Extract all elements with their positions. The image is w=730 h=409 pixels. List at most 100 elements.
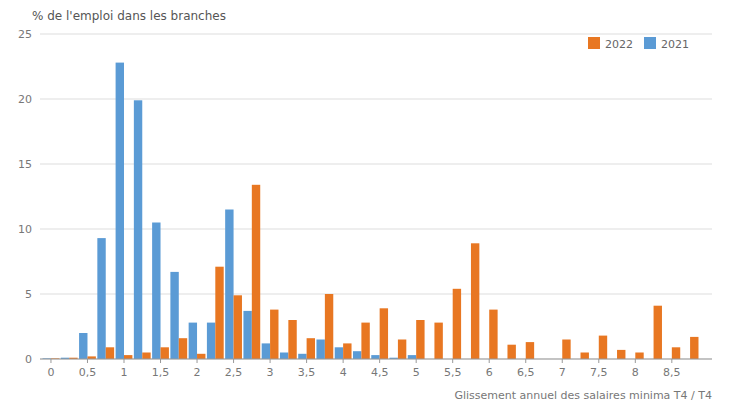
x-tick (416, 359, 417, 363)
series (51, 185, 699, 359)
y-axis-label: % de l'emploi dans les branches (32, 9, 226, 23)
bar (288, 320, 296, 359)
bar (262, 343, 270, 359)
x-tick (87, 359, 88, 363)
x-tick (562, 359, 563, 363)
bar (298, 354, 306, 359)
x-tick (270, 359, 271, 363)
bar (453, 289, 461, 359)
x-tick (50, 359, 51, 363)
bar (353, 351, 361, 359)
x-tick (160, 359, 161, 363)
x-tick (489, 359, 490, 363)
bar (161, 347, 169, 359)
bar (617, 350, 625, 359)
x-tick-label: 4,5 (371, 366, 389, 379)
grid-line (40, 359, 712, 360)
bar (335, 347, 343, 359)
legend-label: 2022 (605, 38, 633, 51)
x-tick (671, 359, 672, 363)
bar (225, 210, 233, 360)
x-tick (343, 359, 344, 363)
x-axis-line (40, 359, 712, 360)
bar (316, 340, 324, 360)
x-tick-label: 0,5 (79, 366, 97, 379)
bars (43, 63, 699, 359)
y-tick-label: 20 (18, 93, 32, 106)
x-tick-label: 0 (47, 366, 54, 379)
bar (599, 336, 607, 359)
bar (325, 294, 333, 359)
bar (134, 100, 142, 359)
x-tick-label: 5 (413, 366, 420, 379)
bar (152, 223, 160, 360)
x-tick-label: 1,5 (152, 366, 170, 379)
legend-swatch (588, 37, 600, 49)
bar (197, 354, 205, 359)
x-tick-label: 7,5 (590, 366, 608, 379)
y-tick-label: 10 (18, 223, 32, 236)
bar (371, 355, 379, 359)
x-tick-label: 2,5 (225, 366, 243, 379)
bar (635, 353, 643, 360)
y-tick-label: 0 (25, 353, 32, 366)
bar (142, 353, 150, 360)
bar (97, 238, 105, 359)
x-axis: 00,511,522,533,544,555,566,577,588,5 (40, 359, 712, 379)
bar (526, 342, 534, 359)
x-tick-label: 4 (340, 366, 347, 379)
x-tick (452, 359, 453, 363)
x-tick-label: 6,5 (517, 366, 535, 379)
bar (398, 340, 406, 360)
x-tick-label: 3 (267, 366, 274, 379)
bar (507, 345, 515, 359)
bar (106, 347, 114, 359)
bar (116, 63, 124, 359)
x-axis-label: Glissement annuel des salaires minima T4… (454, 389, 712, 402)
x-tick (197, 359, 198, 363)
x-tick-label: 1 (121, 366, 128, 379)
y-axis: 0 5 10 15 20 25 (18, 28, 32, 366)
bar (270, 310, 278, 359)
bar (252, 185, 260, 359)
background (0, 0, 730, 409)
x-tick-label: 7 (559, 366, 566, 379)
bar (654, 306, 662, 359)
bar (343, 343, 351, 359)
y-tick-label: 5 (25, 288, 32, 301)
x-tick-label: 3,5 (298, 366, 316, 379)
x-tick (635, 359, 636, 363)
bar (471, 243, 479, 359)
bar (170, 272, 178, 359)
x-tick (598, 359, 599, 363)
y-tick-label: 25 (18, 28, 32, 41)
y-tick-label: 15 (18, 158, 32, 171)
x-tick (379, 359, 380, 363)
x-tick-label: 8 (632, 366, 639, 379)
grid-line (40, 34, 712, 35)
bar (207, 323, 215, 359)
bar (380, 308, 388, 359)
bar (215, 267, 223, 359)
x-tick (124, 359, 125, 363)
x-tick (525, 359, 526, 363)
x-tick-label: 8,5 (663, 366, 681, 379)
bar (408, 355, 416, 359)
bar (307, 338, 315, 359)
legend-label: 2021 (661, 38, 689, 51)
bar (489, 310, 497, 359)
x-tick-label: 6 (486, 366, 493, 379)
bar (243, 311, 251, 359)
x-tick-label: 5,5 (444, 366, 462, 379)
grid-line (40, 99, 712, 100)
bar (416, 320, 424, 359)
bar (672, 347, 680, 359)
legend-swatch (644, 37, 656, 49)
bar (189, 323, 197, 359)
bar (179, 338, 187, 359)
x-tick (306, 359, 307, 363)
bar (79, 333, 87, 359)
bar (434, 323, 442, 359)
bar (361, 323, 369, 359)
bar (234, 295, 242, 359)
